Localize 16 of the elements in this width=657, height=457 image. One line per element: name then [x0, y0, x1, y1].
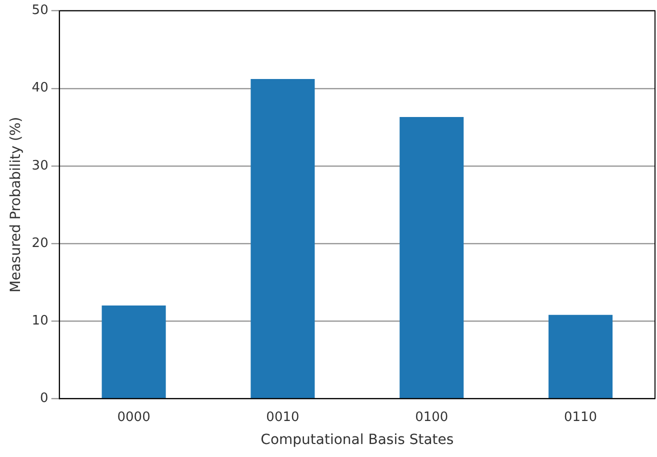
y-tick-label: 0	[40, 390, 48, 406]
bar	[102, 306, 166, 398]
y-tick-label: 20	[32, 236, 48, 251]
bar	[400, 117, 464, 398]
bar	[548, 314, 613, 398]
x-tick-label: 0010	[266, 410, 300, 425]
x-tick-label: 0100	[415, 410, 448, 425]
y-tick-label: 10	[32, 313, 48, 328]
x-tick-label: 0000	[117, 410, 150, 425]
y-tick-label: 40	[32, 80, 48, 96]
bar	[250, 79, 315, 398]
y-tick-label: 30	[32, 158, 48, 174]
y-tick-label: 50	[32, 3, 48, 18]
x-tick-label: 0110	[564, 410, 598, 425]
y-axis-title: Measured Probability (%)	[8, 116, 24, 292]
x-axis-title: Computational Basis States	[260, 432, 454, 448]
